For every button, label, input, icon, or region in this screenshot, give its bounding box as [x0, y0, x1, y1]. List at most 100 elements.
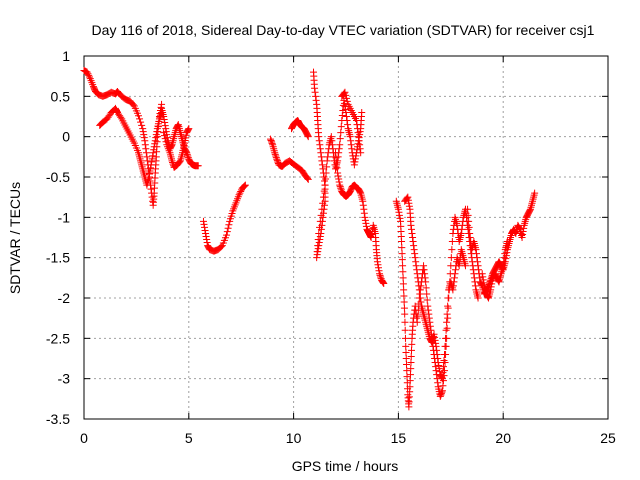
data-point [432, 363, 440, 371]
data-point [336, 135, 344, 143]
data-point [184, 126, 192, 134]
data-point [169, 158, 177, 166]
x-tick-label: 0 [80, 430, 88, 446]
data-point [464, 205, 472, 213]
y-tick-label: -3 [58, 371, 71, 387]
data-point [430, 330, 438, 338]
data-point [313, 248, 321, 256]
data-point [328, 141, 336, 149]
data-point [342, 108, 350, 116]
y-tick-label: -2.5 [46, 330, 70, 346]
data-point [479, 273, 487, 281]
x-tick-label: 20 [495, 430, 511, 446]
data-point [347, 141, 355, 149]
data-point [148, 155, 156, 163]
data-point [143, 157, 151, 165]
data-point [448, 246, 456, 254]
data-point [342, 91, 350, 99]
data-point [146, 170, 153, 178]
data-point [168, 142, 176, 150]
data-point [423, 296, 431, 304]
data-point [374, 261, 382, 269]
data-point [472, 246, 480, 254]
data-point [174, 122, 182, 130]
data-point [341, 105, 349, 113]
data-point [518, 234, 526, 241]
data-point [316, 141, 324, 149]
data-point [85, 71, 93, 79]
data-point [168, 157, 176, 165]
data-point [129, 101, 137, 109]
data-point [409, 234, 417, 241]
y-tick-label: 1 [62, 48, 70, 64]
data-point [448, 238, 456, 246]
data-point [324, 153, 332, 161]
data-point [476, 274, 484, 282]
data-point [160, 129, 168, 137]
data-point [203, 239, 211, 247]
data-point [406, 383, 414, 391]
data-point [402, 348, 410, 356]
data-point [336, 141, 344, 149]
data-point [488, 280, 496, 288]
data-point [143, 153, 151, 161]
data-point [268, 139, 276, 147]
data-point [416, 294, 424, 302]
data-point [408, 346, 415, 354]
data-point [433, 346, 441, 354]
data-point [351, 158, 359, 166]
data-point [354, 129, 362, 137]
data-point [348, 145, 356, 153]
data-point [399, 268, 407, 276]
data-point [140, 131, 148, 139]
data-point [176, 158, 184, 166]
data-point [404, 196, 412, 204]
data-point [350, 161, 358, 169]
data-point [225, 221, 233, 229]
data-point [202, 232, 210, 240]
data-point [332, 154, 340, 162]
data-point [319, 199, 327, 207]
data-point [223, 228, 231, 236]
data-point [151, 137, 159, 145]
data-point [368, 230, 376, 238]
data-point [417, 298, 425, 306]
data-point [237, 188, 245, 196]
data-point [352, 152, 360, 160]
data-point [142, 149, 150, 157]
data-point [328, 137, 336, 145]
data-point [311, 88, 319, 96]
data-point [323, 163, 331, 171]
data-point [450, 274, 458, 282]
data-point [519, 230, 527, 238]
y-tick-label: 0 [62, 129, 70, 145]
data-point [432, 339, 440, 347]
data-point [271, 149, 279, 157]
data-point [471, 282, 479, 290]
data-point [402, 342, 410, 350]
y-tick-label: -1 [58, 209, 71, 225]
data-point [442, 326, 450, 334]
data-point [410, 242, 418, 250]
data-point [315, 137, 323, 145]
data-point [414, 312, 422, 320]
data-point [401, 326, 409, 334]
data-point [466, 234, 474, 241]
y-tick-label: -1.5 [46, 250, 70, 266]
data-point [434, 379, 442, 387]
data-point [399, 274, 407, 282]
data-point [323, 157, 331, 165]
data-point [147, 185, 155, 193]
data-point [147, 164, 155, 172]
data-point [148, 158, 156, 166]
data-point [149, 149, 157, 157]
data-point [311, 84, 319, 92]
data-point [337, 184, 345, 192]
data-point [318, 161, 326, 169]
data-point [304, 133, 312, 141]
data-point [184, 152, 192, 160]
grid-lines [84, 56, 608, 419]
data-point [312, 96, 320, 104]
data-point [408, 225, 415, 233]
